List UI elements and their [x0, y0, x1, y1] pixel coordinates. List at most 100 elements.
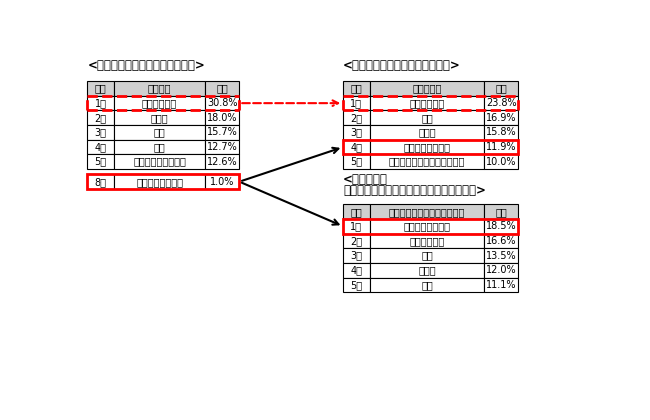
Bar	[343, 278, 370, 292]
Bar	[370, 234, 484, 248]
Text: 5位: 5位	[94, 157, 107, 167]
Text: 2位: 2位	[94, 113, 107, 123]
Bar	[484, 248, 518, 263]
Bar	[484, 125, 518, 140]
Bar	[88, 174, 239, 189]
Text: 2位: 2位	[350, 236, 363, 246]
Bar	[205, 81, 239, 96]
Bar	[484, 140, 518, 154]
Bar	[343, 125, 370, 140]
Text: 順位: 順位	[350, 84, 362, 94]
Bar	[88, 154, 114, 169]
Text: 16.9%: 16.9%	[486, 113, 517, 123]
Text: 18.5%: 18.5%	[486, 221, 517, 231]
Text: 23.8%: 23.8%	[486, 98, 517, 108]
Text: 食事・グルメ: 食事・グルメ	[410, 98, 445, 108]
Text: <受取る方：何が欲しいですか？>: <受取る方：何が欲しいですか？>	[343, 59, 461, 72]
Text: 3位: 3位	[95, 127, 107, 137]
Bar	[370, 154, 484, 169]
Text: <受取る方：: <受取る方：	[343, 173, 388, 186]
Text: 占率: 占率	[495, 84, 507, 94]
Bar	[343, 263, 370, 278]
Bar	[484, 219, 518, 234]
Bar	[343, 234, 370, 248]
Bar	[370, 248, 484, 263]
Text: 11.1%: 11.1%	[486, 280, 517, 290]
Bar	[343, 219, 370, 234]
Bar	[205, 154, 239, 169]
Text: 12.7%: 12.7%	[207, 142, 238, 152]
Bar	[114, 140, 205, 154]
Bar	[205, 140, 239, 154]
Bar	[343, 96, 370, 110]
Text: 1位: 1位	[95, 98, 107, 108]
Bar	[88, 110, 114, 125]
Text: 1位: 1位	[350, 221, 363, 231]
Text: 占率: 占率	[216, 84, 228, 94]
Bar	[370, 278, 484, 292]
Text: 30.8%: 30.8%	[207, 98, 237, 108]
Text: 10.0%: 10.0%	[486, 157, 517, 167]
Text: 酒類: 酒類	[153, 142, 165, 152]
Bar	[484, 154, 518, 169]
Text: その他: その他	[151, 113, 168, 123]
Bar	[343, 140, 370, 154]
Text: 酒類: 酒類	[421, 251, 433, 260]
Text: 1位: 1位	[350, 98, 363, 108]
Bar	[343, 205, 370, 219]
Bar	[370, 263, 484, 278]
Bar	[343, 81, 370, 96]
Bar	[484, 234, 518, 248]
Text: 衣類: 衣類	[153, 127, 165, 137]
Bar	[370, 140, 484, 154]
Text: 2位: 2位	[350, 113, 363, 123]
Text: 占率: 占率	[495, 207, 507, 217]
Text: 16.6%: 16.6%	[486, 236, 517, 246]
Bar	[343, 140, 518, 154]
Text: 4位: 4位	[95, 142, 107, 152]
Bar	[114, 154, 205, 169]
Text: その他: その他	[418, 127, 436, 137]
Text: 11.9%: 11.9%	[486, 142, 517, 152]
Bar	[114, 125, 205, 140]
Text: 8位: 8位	[95, 177, 107, 186]
Bar	[205, 96, 239, 110]
Bar	[114, 96, 205, 110]
Bar	[205, 174, 239, 189]
Bar	[484, 205, 518, 219]
Bar	[114, 81, 205, 96]
Text: 1.0%: 1.0%	[210, 177, 235, 186]
Bar	[205, 110, 239, 125]
Bar	[343, 219, 518, 234]
Text: 3位: 3位	[350, 251, 363, 260]
Bar	[484, 278, 518, 292]
Text: 酒類: 酒類	[421, 113, 433, 123]
Text: 12.6%: 12.6%	[207, 157, 238, 167]
Text: 欲しいもの: 欲しいもの	[412, 84, 441, 94]
Text: 13.5%: 13.5%	[486, 251, 517, 260]
Bar	[88, 96, 114, 110]
Bar	[370, 96, 484, 110]
Text: 食事・グルメ: 食事・グルメ	[142, 98, 177, 108]
Bar	[484, 81, 518, 96]
Text: 5位: 5位	[350, 157, 363, 167]
Bar	[370, 219, 484, 234]
Bar	[343, 248, 370, 263]
Text: 4位: 4位	[350, 265, 363, 275]
Bar	[114, 174, 205, 189]
Bar	[88, 81, 114, 96]
Bar	[484, 263, 518, 278]
Text: 現金・金券・カタログギフト: 現金・金券・カタログギフト	[389, 157, 465, 167]
Text: 手紙・メール・絵: 手紙・メール・絵	[136, 177, 183, 186]
Text: 衣類: 衣類	[421, 280, 433, 290]
Text: 手紙・メール・絵: 手紙・メール・絵	[404, 221, 450, 231]
Text: <贈る方：何を贈る予定ですか？>: <贈る方：何を贈る予定ですか？>	[88, 59, 205, 72]
Text: 4位: 4位	[350, 142, 363, 152]
Text: もらって一番嬉しかったものは何ですか？>: もらって一番嬉しかったものは何ですか？>	[343, 184, 486, 197]
Text: 15.8%: 15.8%	[486, 127, 517, 137]
Text: 手紙・メール・絵: 手紙・メール・絵	[404, 142, 450, 152]
Text: 順位: 順位	[350, 207, 362, 217]
Text: 食事・グルメ: 食事・グルメ	[410, 236, 445, 246]
Text: その他: その他	[418, 265, 436, 275]
Bar	[370, 110, 484, 125]
